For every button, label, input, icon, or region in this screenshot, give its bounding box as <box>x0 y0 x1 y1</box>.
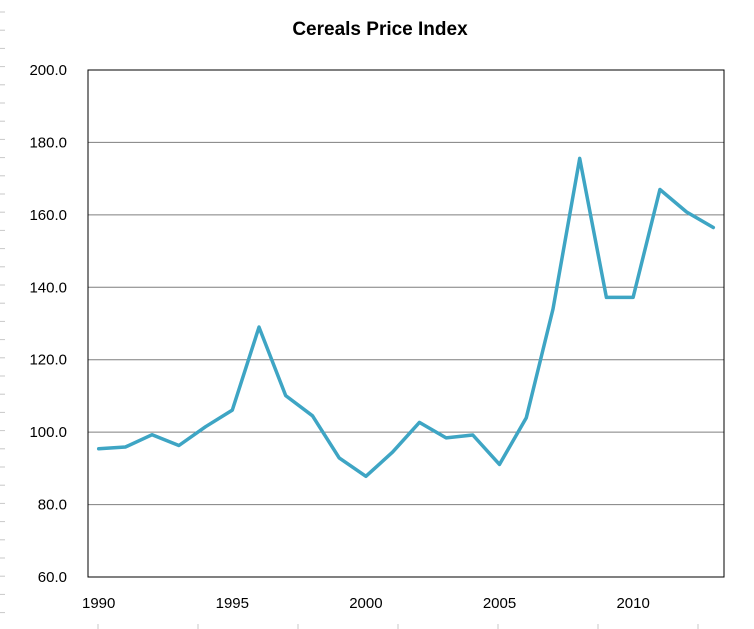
y-tick-label: 100.0 <box>29 424 67 441</box>
edge-tick-marks <box>0 11 699 629</box>
x-tick-label: 1995 <box>216 595 249 612</box>
y-tick-label: 60.0 <box>38 569 67 586</box>
y-tick-label: 160.0 <box>29 207 67 224</box>
series-layer <box>96 156 716 479</box>
y-tick-label: 200.0 <box>29 62 67 79</box>
gridlines <box>88 141 724 506</box>
y-tick-label: 180.0 <box>29 134 67 151</box>
x-axis: 1990 1995 2000 2005 2010 <box>82 595 650 612</box>
x-tick-label: 1990 <box>82 595 115 612</box>
y-tick-label: 140.0 <box>29 279 67 296</box>
y-axis: 60.0 80.0 100.0 120.0 140.0 160.0 180.0 200.0 <box>29 62 67 586</box>
y-tick-label: 80.0 <box>38 497 67 514</box>
series-line-0 <box>96 156 716 479</box>
y-tick-label: 120.0 <box>29 352 67 369</box>
x-tick-label: 2005 <box>483 595 516 612</box>
chart-title: Cereals Price Index <box>292 19 468 40</box>
x-tick-label: 2010 <box>616 595 649 612</box>
x-tick-label: 2000 <box>349 595 382 612</box>
plot-area-frame <box>87 69 725 578</box>
